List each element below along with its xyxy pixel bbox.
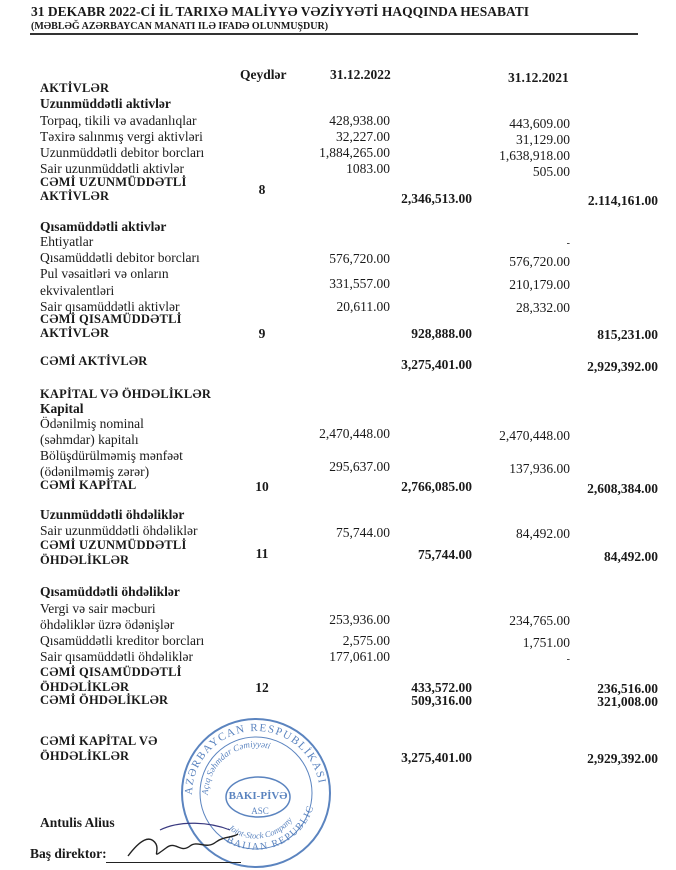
total-label: ÖHDƏLİKLƏR <box>40 553 130 567</box>
row-label: Qısamüddətli kreditor borcları <box>40 633 205 648</box>
row-label: Sair qısamüddətli öhdəliklər <box>40 649 193 664</box>
total-label: ÖHDƏLİKLƏR <box>40 749 130 763</box>
note-number: 9 <box>258 326 266 341</box>
total-2022: 3,275,401.00 <box>401 357 472 372</box>
value-2021: 1,638,918.00 <box>499 148 570 163</box>
row-label: Uzunmüddətli debitor borcları <box>40 145 205 160</box>
subsection-heading: Qısamüddətli aktivlər <box>40 219 167 234</box>
note-number: 11 <box>255 546 269 561</box>
total-label: CƏMİ KAPİTAL VƏ <box>40 734 158 748</box>
total-2021: 2,929,392.00 <box>587 751 658 766</box>
svg-text:ASC: ASC <box>251 806 269 816</box>
value-2021: 576,720.00 <box>509 254 570 269</box>
total-2021: 2,608,384.00 <box>587 481 658 496</box>
total-2021: 321,008.00 <box>597 694 658 709</box>
row-label: Təxirə salınmış vergi aktivləri <box>40 129 203 144</box>
company-stamp: AZƏRBAYCAN RESPUBLİKASI Açıq Səhmdar Cəm… <box>181 718 331 868</box>
total-2022: 928,888.00 <box>411 326 472 341</box>
signature <box>127 822 239 857</box>
row-label: Ehtiyatlar <box>40 234 94 249</box>
value-2021: 28,332.00 <box>516 300 570 315</box>
row-label: Sair uzunmüddətli öhdəliklər <box>40 523 198 538</box>
row-label: Sair uzunmüddətli aktivlər <box>40 161 184 176</box>
total-2021: 2,929,392.00 <box>587 359 658 374</box>
signature-line <box>106 862 241 863</box>
row-label: Ödənilmiş nominal <box>40 416 144 431</box>
value-2022: 428,938.00 <box>329 113 390 128</box>
value-2021: 443,609.00 <box>509 116 570 131</box>
column-header-2021: 31.12.2021 <box>508 70 569 85</box>
total-2022: 75,744.00 <box>418 547 472 562</box>
row-label: Vergi və sair məcburi <box>40 601 156 616</box>
note-number: 8 <box>258 182 266 197</box>
value-2022: 331,557.00 <box>329 276 390 291</box>
total-label: ÖHDƏLİKLƏR <box>40 680 130 694</box>
total-2021: 815,231.00 <box>597 327 658 342</box>
value-2021: 31,129.00 <box>516 132 570 147</box>
value-2021: 137,936.00 <box>509 461 570 476</box>
value-2021: 210,179.00 <box>509 277 570 292</box>
value-2021: 234,765.00 <box>509 613 570 628</box>
row-label: Torpaq, tikili və avadanlıqlar <box>40 113 197 128</box>
header-rule <box>30 33 638 35</box>
report-subtitle: (MƏBLƏĞ AZƏRBAYCAN MANATI ILƏ IFADƏ OLUN… <box>31 21 329 32</box>
total-2022: 2,766,085.00 <box>401 479 472 494</box>
value-2022: 20,611.00 <box>336 299 391 314</box>
row-label: (səhmdar) kapitalı <box>40 432 139 447</box>
row-label: Bölüşdürülməmiş mənfəət <box>40 448 183 463</box>
value-2022: 576,720.00 <box>329 251 390 266</box>
value-2022: 32,227.00 <box>336 129 390 144</box>
total-label: CƏMİ UZUNMÜDDƏTLİ <box>40 538 187 552</box>
value-2022: 1083.00 <box>346 161 390 176</box>
subsection-heading: Kapital <box>40 401 84 416</box>
subsection-heading: Uzunmüddətli öhdəliklər <box>40 507 185 522</box>
row-label: Qısamüddətli debitor borcları <box>40 250 200 265</box>
total-2022: 3,275,401.00 <box>401 750 472 765</box>
subsection-heading: Uzunmüddətli aktivlər <box>40 96 171 111</box>
total-label: AKTİVLƏR <box>40 189 110 203</box>
note-number: 10 <box>255 479 269 494</box>
row-label: Sair qısamüddətli aktivlər <box>40 299 180 314</box>
row-label: ekvivalentləri <box>40 283 115 298</box>
column-header-2022: 31.12.2022 <box>330 67 391 82</box>
subsection-heading: Qısamüddətli öhdəliklər <box>40 584 180 599</box>
note-number: 12 <box>255 680 269 695</box>
total-label: CƏMİ UZUNMÜDDƏTLİ <box>40 175 187 189</box>
total-label: CƏMİ AKTİVLƏR <box>40 354 148 368</box>
total-2022: 2,346,513.00 <box>401 191 472 206</box>
value-2021: 84,492.00 <box>516 526 570 541</box>
total-2021: 236,516.00 <box>597 681 658 696</box>
row-label: öhdəliklər üzrə ödənişlər <box>40 617 175 632</box>
value-2022: 75,744.00 <box>336 525 390 540</box>
signatory-name: Antulis Alius <box>40 815 115 830</box>
total-label: CƏMİ ÖHDƏLİKLƏR <box>40 693 169 707</box>
signatory-position: Baş direktor: <box>30 846 107 861</box>
value-2021: - <box>566 238 570 249</box>
row-label: Pul vəsaitləri və onların <box>40 266 169 281</box>
value-2022: 295,637.00 <box>329 459 390 474</box>
column-header-notes: Qeydlər <box>240 67 287 82</box>
value-2021: 1,751.00 <box>522 635 570 650</box>
report-title: 31 DEKABR 2022-Cİ İL TARIXƏ MALİYYƏ VƏZİ… <box>31 4 529 19</box>
value-2022: 2,470,448.00 <box>319 426 390 441</box>
total-2021: 2.114,161.00 <box>587 193 658 208</box>
value-2022: 1,884,265.00 <box>319 145 390 160</box>
total-2022: 509,316.00 <box>411 693 472 708</box>
total-label: CƏMİ KAPİTAL <box>40 478 137 492</box>
section-heading: AKTİVLƏR <box>40 81 110 95</box>
total-label: AKTİVLƏR <box>40 326 110 340</box>
total-label: CƏMİ QISAMÜDDƏTLİ <box>40 312 182 326</box>
value-2021: 505.00 <box>532 164 570 179</box>
value-2022: 177,061.00 <box>329 649 390 664</box>
svg-text:BAKI-PİVƏ: BAKI-PİVƏ <box>229 790 288 802</box>
total-2022: 433,572.00 <box>411 680 472 695</box>
value-2022: 2,575.00 <box>342 633 390 648</box>
value-2021: - <box>566 654 570 665</box>
section-heading: KAPİTAL VƏ ÖHDƏLİKLƏR <box>40 387 212 401</box>
row-label: (ödənilməmiş zərər) <box>40 464 150 479</box>
total-label: CƏMİ QISAMÜDDƏTLİ <box>40 665 182 679</box>
total-2021: 84,492.00 <box>604 549 658 564</box>
value-2021: 2,470,448.00 <box>499 428 570 443</box>
value-2022: 253,936.00 <box>329 612 390 627</box>
